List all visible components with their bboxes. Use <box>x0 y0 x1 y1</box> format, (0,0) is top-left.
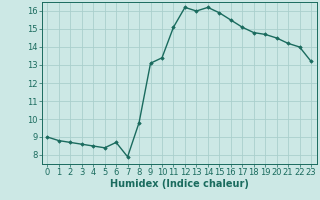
X-axis label: Humidex (Indice chaleur): Humidex (Indice chaleur) <box>110 179 249 189</box>
